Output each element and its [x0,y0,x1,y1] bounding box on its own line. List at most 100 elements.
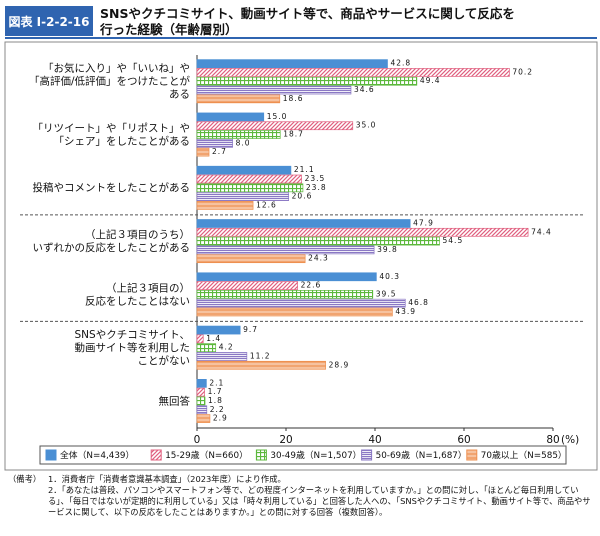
legend-label: 50-69歳（N=1,687） [376,449,467,461]
category-label: （上記３項目の）反応をしたことはない [85,281,190,307]
value-label: 28.9 [329,360,350,369]
x-unit: (%) [561,434,579,446]
category-label-line: （上記３項目のうち） [85,228,190,241]
category-label: 「お気に入り」や「いいね」や「高評価/低評価」をつけたことがある [29,62,191,101]
x-tick-label: 60 [457,434,470,446]
bar [196,379,207,388]
bar [196,94,281,104]
value-label: 4.2 [219,343,234,352]
category-label: SNSやクチコミサイト、動画サイト等を利用したことがない [75,329,191,367]
value-label: 2.2 [210,405,225,414]
value-label: 8.0 [236,138,251,147]
value-label: 54.5 [443,236,464,245]
bar [196,219,411,228]
figure-number: 図表 I-2-2-16 [5,6,93,36]
category-label-line: いずれかの反応をしたことがある [33,241,191,254]
category-label-line: ある [169,89,190,101]
value-label: 23.8 [306,183,327,192]
bar [196,405,208,415]
bar [196,387,205,397]
legend-swatch [255,449,267,461]
category-label: 投稿やコメントをしたことがある [33,181,191,194]
x-tick-label: 20 [279,434,292,446]
value-label: 74.4 [531,227,552,236]
bar [196,281,298,290]
bar [196,352,248,361]
value-label: 23.5 [305,174,326,183]
bar [196,192,290,201]
chart-frame [4,41,598,471]
value-label: 18.6 [283,94,304,103]
legend-swatch [466,449,478,461]
value-label: 39.5 [376,289,397,298]
note-heading: （備考） [8,474,42,484]
bar [196,343,217,353]
bar [196,236,440,246]
x-tick-label: 80 [546,434,559,446]
title-line: SNSやクチコミサイト、動画サイト等で、商品やサービスに関して反応を [100,6,515,21]
value-label: 1.7 [208,387,223,396]
category-label-line: 反応をしたことはない [85,294,190,307]
legend-swatch [150,449,162,461]
value-label: 2.7 [212,147,227,156]
legend-label: 70歳以上（N=585） [481,449,567,461]
category-label-line: 投稿やコメントをしたことがある [33,181,191,194]
category-label-line: 「シェア」をしたことがある [54,134,191,147]
legend-label: 全体（N=4,439） [60,449,134,461]
value-label: 20.6 [292,192,313,201]
value-label: 24.3 [308,254,329,263]
value-label: 70.2 [512,67,533,76]
category-label: 「リツイート」や「リポスト」や「シェア」をしたことがある [33,122,191,147]
value-label: 40.3 [379,272,400,281]
category-label: 無回答 [159,394,191,407]
bar [196,272,377,282]
value-label: 1.8 [208,396,223,405]
value-label: 22.6 [301,281,322,290]
note-row: 2．「あなたは普段、パソコンやスマートフォン等で、どの程度インターネットを利用し… [8,485,593,518]
title-line: 行った経験（年齢層別） [100,22,238,37]
bar [196,360,326,370]
value-label: 21.1 [294,165,315,174]
note-row: （備考） 1．消費者庁「消費者意識基本調査」（2023年度）により作成。 [8,474,593,485]
header-rule [5,37,597,39]
value-label: 18.7 [283,130,304,139]
value-label: 46.8 [408,298,429,307]
bar [196,130,281,139]
category-label-line: 「高評価/低評価」をつけたことが [29,75,191,88]
bar [196,201,254,210]
value-label: 43.9 [395,307,416,316]
bar [196,147,210,157]
value-label: 35.0 [356,121,377,130]
value-label: 1.4 [206,334,221,343]
value-label: 11.2 [250,351,271,360]
legend-swatch [45,449,57,461]
category-label-line: 動画サイト等を利用した [75,341,191,354]
x-tick-label: 40 [368,434,381,446]
bar [196,227,529,237]
legend-swatch [361,449,373,461]
note-text: 2．「あなたは普段、パソコンやスマートフォン等で、どの程度インターネットを利用し… [48,485,591,517]
bar [196,121,354,131]
bar [196,174,302,184]
legend-label: 15-29歳（N=660） [165,449,248,461]
bar [196,112,265,122]
chart: 0 20 40 60 80 (%) 42.8 70.2 49.4 34.6 18.6 「お気に入り」や… [4,41,598,471]
bar [196,334,204,344]
value-label: 2.9 [213,414,228,423]
category-label-line: SNSやクチコミサイト、 [75,329,190,341]
bar [196,290,374,299]
bar [196,307,393,317]
notes: （備考） 1．消費者庁「消費者意識基本調査」（2023年度）により作成。 2．「… [8,474,593,518]
value-label: 39.8 [377,245,398,254]
category-label-line: 「リツイート」や「リポスト」や [33,122,191,134]
bar [196,183,304,193]
value-label: 12.6 [256,200,277,209]
value-label: 9.7 [243,325,258,334]
note-spacer [8,485,48,518]
bar [196,254,306,264]
note-text: 1．消費者庁「消費者意識基本調査」（2023年度）により作成。 [48,474,286,484]
bar [196,59,388,68]
bar [196,76,418,86]
value-label: 2.1 [209,378,224,387]
value-label: 47.9 [413,219,434,228]
